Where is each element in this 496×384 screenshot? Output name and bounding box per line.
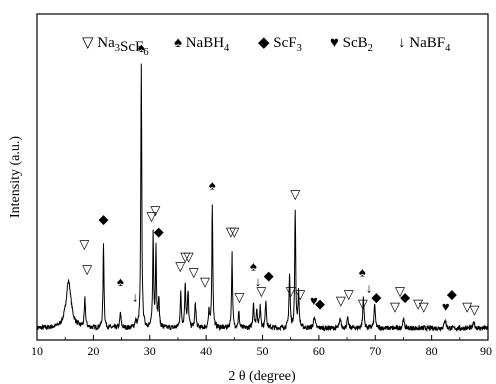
legend-entry: ↓ NaBF4	[398, 35, 451, 54]
peak-marker: ♠	[359, 265, 366, 280]
peak-marker: ▽	[344, 287, 354, 302]
peak-marker: ▽	[82, 262, 92, 277]
peak-marker: ♥	[442, 299, 450, 314]
peak-marker: ▽	[390, 299, 400, 314]
peak-marker: ▽	[175, 258, 185, 273]
peak-marker: ▽	[146, 209, 156, 224]
peak-marker: ▽	[395, 283, 405, 298]
peak-marker: ▽	[234, 290, 244, 305]
x-tick-label: 70	[369, 344, 381, 358]
peak-marker: ♠	[117, 274, 124, 289]
peak-marker: ▽	[180, 249, 190, 264]
legend-entry: ▽ Na3ScF6	[82, 35, 149, 58]
xrd-pattern-line	[36, 63, 489, 333]
peak-marker: ▽	[290, 187, 300, 202]
peak-marker: ◆	[447, 287, 457, 302]
x-tick-label: 10	[31, 344, 43, 358]
x-tick-label: 40	[200, 344, 212, 358]
legend: ▽ Na3ScF6 ♠ NaBH4 ◆ ScF3 ♥ ScB2 ↓ NaBF4	[82, 35, 451, 58]
x-axis-ticks: 10 20 30 40 50 60 70 80 90	[31, 335, 492, 358]
peak-marker: ♠	[250, 258, 257, 273]
peak-marker: ▽	[413, 296, 423, 311]
peak-marker: ▽	[184, 249, 194, 264]
peak-marker: ♠	[209, 177, 216, 192]
x-tick-label: 60	[313, 344, 325, 358]
peak-marker: ▽	[79, 237, 89, 252]
legend-entry: ♥ ScB2	[330, 35, 373, 54]
peak-marker: ◆	[315, 296, 325, 311]
legend-entry: ◆ ScF3	[258, 35, 302, 54]
peak-marker: ▽	[256, 283, 266, 298]
peak-marker: ▽	[295, 287, 305, 302]
peak-marker: ◆	[99, 212, 109, 227]
peak-marker: ▽	[189, 265, 199, 280]
peak-marker: ◆	[400, 290, 410, 305]
peak-marker: ↓	[366, 280, 373, 295]
peak-marker: ♥	[310, 293, 318, 308]
peak-marker: ◆	[154, 224, 164, 239]
x-axis-label: 2 θ (degree)	[228, 369, 296, 384]
x-tick-label: 80	[426, 344, 438, 358]
x-tick-label: 90	[480, 344, 492, 358]
peak-marker: ◆	[264, 268, 274, 283]
peak-marker: ▽	[419, 299, 429, 314]
peak-marker: ▽	[229, 224, 239, 239]
peak-marker: ▽	[462, 299, 472, 314]
peak-marker: ◆	[371, 290, 381, 305]
peak-marker: ▽	[226, 224, 236, 239]
peak-markers: ♠▽▽◆♠↓▽▽◆▽▽▽▽▽♠▽▽▽♠↓▽◆▽▽▽ ♥◆ ▽▽♠↓▽ ◆▽▽◆ ▽▽ ♥◆…	[79, 40, 479, 317]
peak-marker: ▽	[150, 202, 160, 217]
x-tick-label: 20	[87, 344, 99, 358]
peak-marker: ↓	[255, 274, 262, 289]
peak-marker: ↓	[132, 290, 139, 305]
x-tick-label: 50	[257, 344, 269, 358]
peak-marker: ▽	[200, 274, 210, 289]
peak-marker: ▽	[469, 302, 479, 317]
y-axis-label: Intensity (a.u.)	[8, 136, 23, 218]
peak-marker: ▽	[358, 296, 368, 311]
peak-marker: ♠	[138, 40, 145, 55]
peak-marker: ▽	[336, 293, 346, 308]
legend-entry: ♠ NaBH4	[174, 35, 230, 54]
x-tick-label: 30	[144, 344, 156, 358]
peak-marker: ▽	[286, 283, 296, 298]
